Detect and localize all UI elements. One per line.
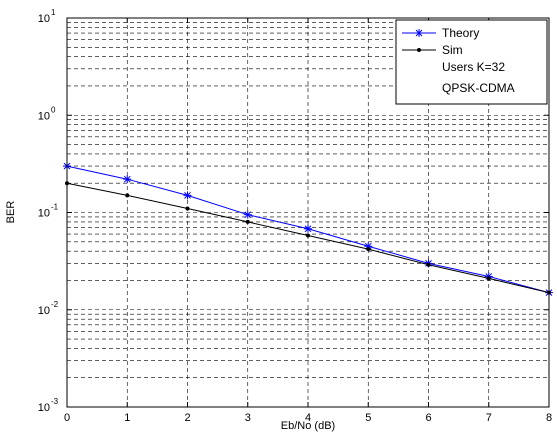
x-tick-label: 8 bbox=[546, 412, 552, 424]
x-tick-label: 4 bbox=[305, 412, 311, 424]
x-tick-label: 7 bbox=[486, 412, 492, 424]
y-tick-exponent: -3 bbox=[51, 397, 59, 406]
x-tick-label: 1 bbox=[124, 412, 130, 424]
star-stroke bbox=[123, 175, 131, 183]
data-point-sim bbox=[486, 276, 491, 281]
data-point-theory bbox=[183, 191, 192, 200]
data-point-theory bbox=[304, 224, 312, 233]
data-point-sim bbox=[426, 262, 431, 267]
star-stroke bbox=[304, 225, 312, 233]
data-point-sim bbox=[366, 247, 371, 252]
star-stroke bbox=[244, 211, 252, 219]
y-tick-label: 10 bbox=[38, 110, 50, 122]
y-tick-exponent: -2 bbox=[51, 300, 59, 309]
y-tick-label: 10 bbox=[38, 13, 50, 25]
data-point-theory bbox=[243, 210, 252, 219]
y-tick-exponent: 0 bbox=[51, 105, 56, 114]
star-stroke bbox=[415, 29, 423, 37]
data-point-sim bbox=[306, 233, 310, 238]
data-point-sim bbox=[185, 206, 190, 211]
x-axis: 0 1 2 3 4 5 6 7 8 bbox=[64, 18, 552, 424]
legend-star bbox=[415, 29, 423, 37]
y-tick-label: 10 bbox=[38, 208, 50, 220]
x-tick-label: 0 bbox=[64, 412, 70, 424]
x-tick-label: 6 bbox=[425, 412, 431, 424]
y-tick-label: 10 bbox=[38, 402, 50, 414]
data-point-sim bbox=[245, 219, 250, 224]
grid bbox=[67, 18, 549, 407]
data-point-theory bbox=[123, 175, 132, 184]
x-tick-label: 3 bbox=[245, 412, 251, 424]
data-point-sim bbox=[125, 193, 130, 198]
legend-dot-marker bbox=[417, 48, 421, 52]
x-tick-label: 2 bbox=[184, 412, 190, 424]
y-tick-label: 10 bbox=[38, 305, 50, 317]
legend-star-marker bbox=[415, 29, 423, 37]
series-layer bbox=[63, 162, 553, 297]
x-axis-title: Eb/No (dB) bbox=[281, 420, 335, 432]
legend-box bbox=[395, 19, 548, 105]
y-tick-exponent: 1 bbox=[51, 8, 56, 17]
y-axis-title: BER bbox=[5, 201, 17, 224]
star-stroke bbox=[184, 192, 191, 199]
legend-label-sim: Sim bbox=[442, 43, 463, 57]
legend-note-modulation: QPSK-CDMA bbox=[442, 81, 515, 95]
x-tick-label: 5 bbox=[365, 412, 371, 424]
y-tick-exponent: -1 bbox=[51, 203, 59, 212]
legend-label-theory: Theory bbox=[442, 26, 479, 40]
legend-note-users: Users K=32 bbox=[442, 60, 505, 74]
legend: Theory Sim Users K=32 QPSK-CDMA bbox=[395, 19, 548, 105]
